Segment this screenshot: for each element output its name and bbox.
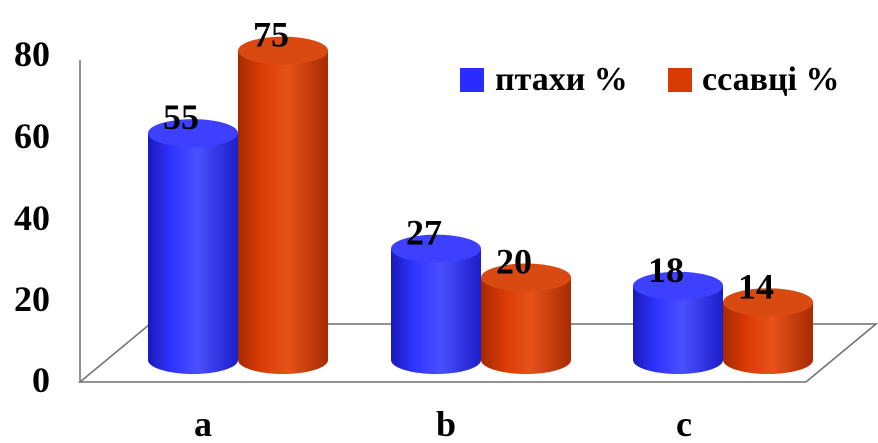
bar	[633, 271, 723, 374]
bars: 55 75 27 20 18 14	[148, 15, 813, 374]
data-label: 18	[648, 250, 684, 290]
y-tick-label: 80	[14, 34, 50, 74]
y-tick-label: 20	[14, 279, 50, 319]
bar-top	[148, 119, 238, 148]
legend-label: птахи %	[495, 61, 628, 98]
legend-swatch	[668, 68, 692, 92]
x-axis-labels: a b c	[194, 404, 692, 443]
data-label: 55	[163, 97, 199, 137]
bar-body	[148, 133, 238, 374]
bar-body	[238, 50, 328, 374]
legend: птахи % ссавці %	[460, 61, 840, 98]
data-label: 75	[253, 15, 289, 55]
legend-label: ссавці %	[702, 61, 840, 98]
bar-top	[723, 288, 813, 317]
x-tick-label: c	[676, 404, 692, 443]
bar	[148, 119, 238, 374]
bar-body	[481, 277, 571, 374]
bar-body	[723, 302, 813, 374]
y-tick-label: 40	[14, 198, 50, 238]
bar-body	[633, 285, 723, 374]
y-tick-label: 0	[32, 360, 50, 400]
bar-top	[481, 263, 571, 292]
bar	[238, 36, 328, 374]
x-tick-label: a	[194, 404, 212, 443]
bar	[723, 288, 813, 374]
bar	[391, 234, 481, 374]
data-label: 20	[496, 242, 532, 282]
plot-floor	[77, 60, 878, 383]
y-axis-ticks: 0 20 40 60 80	[14, 34, 50, 400]
data-label: 27	[406, 213, 442, 253]
data-label: 14	[738, 266, 774, 306]
bar-top	[238, 36, 328, 65]
y-tick-label: 60	[14, 116, 50, 156]
bar-top	[633, 271, 723, 300]
legend-swatch	[460, 68, 484, 92]
bar-body	[391, 248, 481, 374]
bar-top	[391, 234, 481, 263]
x-tick-label: b	[436, 404, 456, 443]
bar	[481, 263, 571, 374]
